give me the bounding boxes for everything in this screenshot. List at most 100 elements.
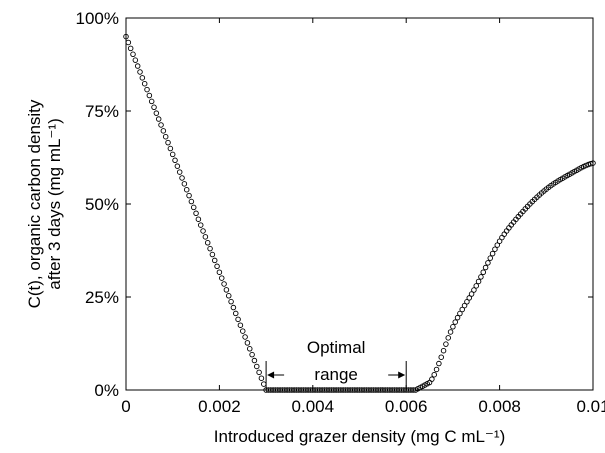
data-point	[165, 139, 171, 146]
data-point	[258, 375, 265, 381]
data-point	[181, 181, 188, 187]
data-point	[450, 324, 456, 330]
data-point	[132, 57, 139, 63]
data-point	[190, 204, 197, 211]
data-point	[466, 295, 473, 301]
data-point	[225, 293, 232, 299]
data-point	[473, 283, 480, 289]
y-axis-ticks: 0% 25% 50% 75% 100%	[76, 9, 593, 400]
x-axis-label: Introduced grazer density (mg C mL⁻¹)	[214, 427, 505, 446]
data-point	[438, 354, 444, 360]
data-point	[172, 157, 178, 164]
data-point	[153, 110, 160, 116]
data-point	[429, 376, 435, 382]
data-point	[195, 216, 202, 222]
data-point	[433, 366, 440, 373]
data-point	[459, 306, 465, 313]
data-point	[137, 69, 143, 75]
data-point	[468, 291, 475, 297]
data-point	[440, 347, 447, 354]
data-point	[251, 357, 258, 364]
data-point	[461, 302, 468, 309]
data-point	[160, 128, 167, 134]
data-series	[123, 33, 596, 393]
x-tick-label: 0.002	[198, 397, 241, 416]
data-point	[214, 263, 220, 270]
data-point	[587, 160, 594, 167]
data-point	[443, 341, 449, 347]
range-arrowhead-left	[267, 371, 275, 379]
data-point	[204, 239, 211, 246]
data-point	[485, 260, 491, 266]
data-point	[158, 122, 164, 128]
data-point	[183, 186, 190, 193]
data-point	[155, 116, 162, 122]
data-point	[125, 39, 132, 46]
data-point	[211, 257, 218, 264]
x-tick-label: 0.006	[385, 397, 428, 416]
data-point	[218, 275, 225, 281]
data-point	[176, 169, 183, 175]
data-point	[489, 250, 496, 257]
data-point	[239, 328, 246, 334]
data-point	[256, 369, 262, 376]
data-point	[130, 51, 136, 58]
annotation-line-2: range	[314, 365, 357, 384]
data-point	[193, 210, 199, 217]
data-point	[436, 360, 442, 367]
data-point	[244, 340, 251, 346]
y-tick-label: 75%	[85, 102, 119, 121]
data-point	[585, 161, 592, 168]
data-point	[186, 192, 192, 199]
data-point	[480, 269, 487, 276]
x-axis-ticks: 0 0.002 0.004 0.006 0.008 0.01	[121, 18, 605, 416]
data-point	[200, 228, 206, 234]
y-axis-label-line-1: C(t), organic carbon density	[25, 99, 44, 308]
y-tick-label: 25%	[85, 288, 119, 307]
data-point	[223, 287, 230, 293]
data-point	[254, 363, 260, 370]
data-point	[139, 75, 146, 81]
data-point	[235, 316, 241, 323]
data-point	[151, 104, 157, 111]
data-point	[216, 269, 223, 275]
data-point	[232, 310, 239, 317]
data-point	[431, 371, 437, 378]
data-point	[447, 329, 454, 335]
data-point	[221, 281, 227, 287]
data-point	[228, 298, 234, 305]
data-point	[209, 251, 216, 258]
data-point	[445, 335, 451, 341]
x-tick-label: 0.008	[478, 397, 521, 416]
y-axis-label-line-2: after 3 days (mg mL⁻¹)	[45, 118, 64, 289]
data-point	[188, 198, 195, 205]
x-tick-label: 0.004	[292, 397, 335, 416]
data-point	[482, 264, 489, 271]
data-point	[179, 175, 185, 181]
data-point	[464, 299, 470, 305]
data-point	[230, 304, 237, 311]
data-point	[169, 151, 176, 158]
plot-area	[125, 17, 594, 391]
data-point	[141, 80, 148, 87]
data-point	[478, 274, 484, 280]
data-point	[471, 287, 477, 293]
data-point	[202, 234, 209, 240]
data-point	[237, 322, 244, 328]
data-point	[174, 163, 181, 169]
optimal-range-annotation: Optimal range	[265, 338, 407, 390]
data-point	[207, 245, 213, 252]
data-point	[167, 145, 174, 152]
data-point	[494, 242, 501, 248]
data-point	[452, 319, 458, 325]
y-tick-label: 0%	[94, 381, 119, 400]
annotation-line-1: Optimal	[307, 338, 366, 357]
data-point	[144, 86, 150, 93]
y-axis-label: C(t), organic carbon density after 3 day…	[25, 99, 64, 308]
data-point	[127, 45, 134, 52]
data-point	[487, 255, 494, 261]
data-point	[457, 310, 463, 317]
data-point	[197, 222, 204, 228]
x-tick-label: 0.01	[576, 397, 605, 416]
